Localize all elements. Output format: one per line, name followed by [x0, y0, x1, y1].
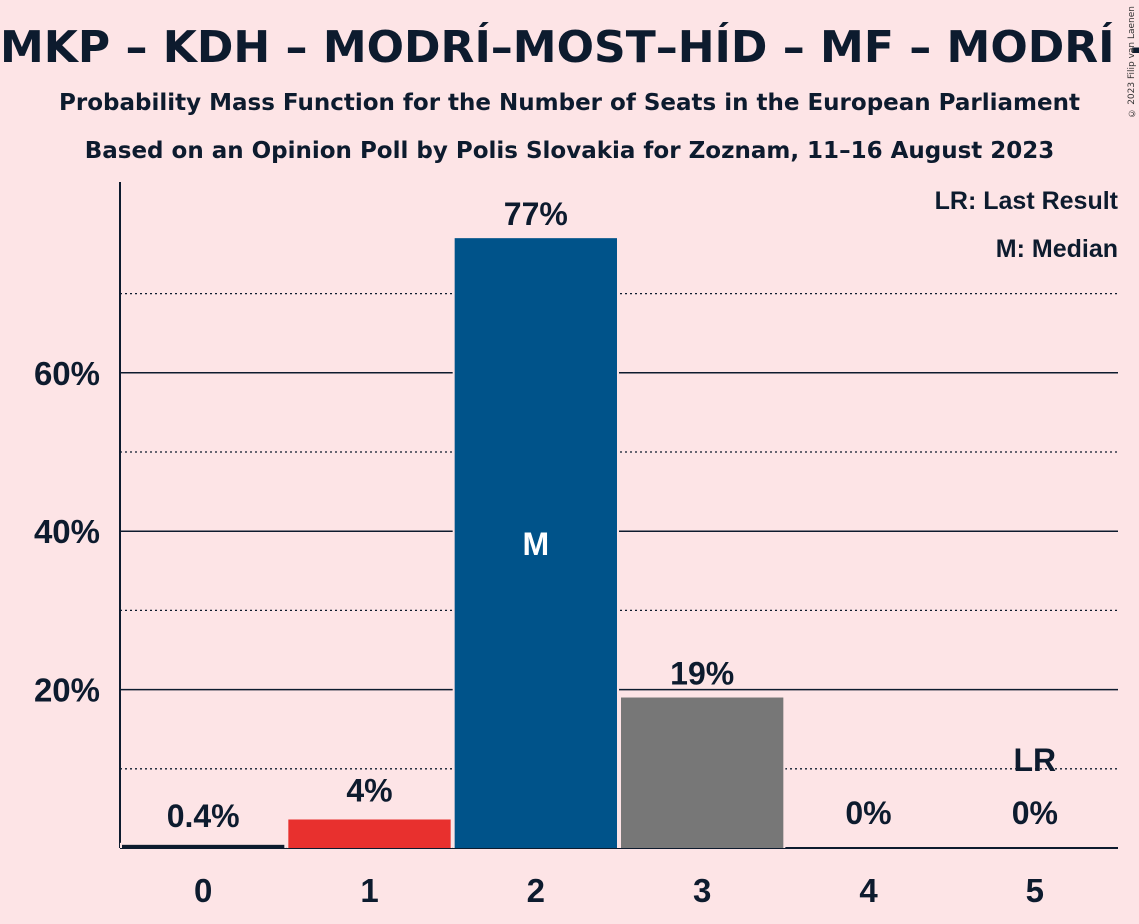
bar-value-label: 0%	[845, 795, 891, 831]
chart-title: MKP – KDH – MODRÍ–MOST–HÍD – MF – MODRÍ …	[0, 22, 1139, 73]
chart-subtitle: Probability Mass Function for the Number…	[59, 90, 1080, 116]
bar-layer	[120, 236, 786, 848]
bar-value-label: 0%	[1012, 795, 1058, 831]
x-tick-label: 5	[1026, 872, 1044, 909]
bar-value-label: 0.4%	[167, 798, 240, 834]
x-tick-label: 4	[859, 872, 878, 909]
bar-seats-2	[454, 238, 617, 848]
x-tick-label: 0	[194, 872, 212, 909]
x-tick-label: 2	[527, 872, 545, 909]
legend-last-result: LR: Last Result	[935, 187, 1119, 215]
x-tick-label: 1	[360, 872, 378, 909]
y-tick-label: 60%	[34, 355, 100, 392]
bar-seats-3	[621, 697, 784, 848]
bar-seats-0	[122, 844, 285, 848]
x-tick-label: 3	[693, 872, 711, 909]
chart-source: Based on an Opinion Poll by Polis Slovak…	[84, 138, 1055, 164]
y-tick-label: 40%	[34, 513, 100, 550]
bar-value-label: 77%	[504, 196, 568, 232]
y-tick-label: 20%	[34, 672, 100, 709]
median-marker: M	[523, 526, 550, 562]
legend-median: M: Median	[996, 235, 1118, 263]
bar-value-label: 4%	[346, 772, 392, 808]
bar-value-label: 19%	[670, 656, 734, 692]
last-result-marker: LR	[1014, 742, 1057, 778]
bar-seats-1	[288, 819, 451, 848]
